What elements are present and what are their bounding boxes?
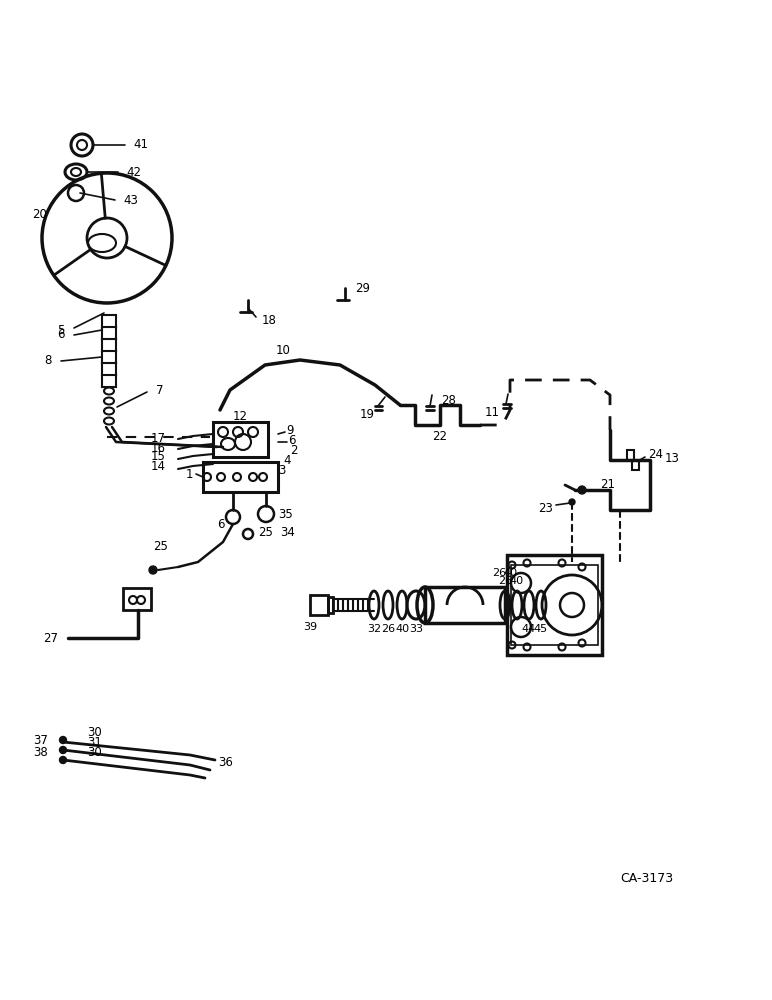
Text: 12: 12 [232, 410, 248, 424]
Text: 14: 14 [151, 460, 166, 473]
Text: 8: 8 [45, 355, 52, 367]
Text: 38: 38 [33, 746, 48, 758]
Text: 16: 16 [151, 442, 166, 454]
Circle shape [569, 499, 575, 505]
Circle shape [578, 486, 586, 494]
Text: 5: 5 [58, 324, 65, 336]
Text: 18: 18 [262, 314, 277, 326]
Text: 1: 1 [185, 468, 193, 481]
Text: 33: 33 [409, 624, 423, 634]
Text: 7: 7 [156, 384, 164, 397]
Text: 39: 39 [303, 622, 317, 632]
Text: 20: 20 [32, 209, 47, 222]
Text: 22: 22 [432, 430, 448, 444]
Text: 40: 40 [395, 624, 409, 634]
Text: 34: 34 [280, 526, 295, 538]
Bar [507, 555, 602, 655]
Text: 13: 13 [665, 452, 680, 464]
Text: 28: 28 [441, 393, 456, 406]
Text: 26: 26 [492, 568, 506, 578]
Text: 40: 40 [510, 576, 524, 586]
Bar [632, 460, 639, 470]
Text: 42: 42 [126, 165, 141, 178]
Bar [213, 422, 268, 457]
Text: 37: 37 [33, 734, 48, 748]
Text: 19: 19 [360, 408, 375, 422]
Circle shape [59, 756, 66, 764]
Text: 29: 29 [355, 282, 370, 294]
Text: 41: 41 [133, 138, 148, 151]
Text: 10: 10 [276, 344, 290, 357]
Bar [425, 587, 505, 623]
Text: 17: 17 [151, 432, 166, 446]
Text: 21: 21 [600, 479, 615, 491]
Text: 31: 31 [87, 736, 103, 748]
Text: 9: 9 [286, 424, 293, 436]
Text: 24: 24 [648, 448, 663, 462]
Text: 3: 3 [278, 464, 286, 477]
Text: 4: 4 [283, 454, 290, 466]
Text: 23: 23 [538, 502, 553, 514]
Circle shape [59, 736, 66, 744]
Circle shape [149, 566, 157, 574]
Text: 40: 40 [504, 568, 518, 578]
Bar [511, 565, 598, 645]
Text: 32: 32 [367, 624, 381, 634]
Text: 25: 25 [153, 540, 168, 554]
Text: 44: 44 [522, 624, 536, 634]
Text: 26: 26 [381, 624, 395, 634]
Bar [203, 462, 278, 492]
Text: 35: 35 [278, 508, 293, 520]
Circle shape [59, 746, 66, 754]
Text: 36: 36 [218, 756, 233, 770]
Text: 6: 6 [288, 434, 296, 446]
Text: 6: 6 [217, 518, 225, 532]
Text: 2: 2 [290, 444, 297, 456]
Text: 15: 15 [151, 450, 166, 464]
Bar [310, 595, 328, 615]
Text: 11: 11 [485, 406, 500, 420]
Bar [627, 450, 634, 460]
Text: 30: 30 [88, 746, 103, 758]
Text: 30: 30 [88, 726, 103, 738]
Bar [328, 597, 333, 613]
Text: 25: 25 [258, 526, 273, 538]
Text: 43: 43 [123, 194, 138, 208]
Text: 26: 26 [498, 576, 512, 586]
Text: 27: 27 [43, 632, 58, 645]
Text: CA-3173: CA-3173 [620, 871, 673, 884]
Text: 45: 45 [534, 624, 548, 634]
Bar [123, 588, 151, 610]
Text: 6: 6 [57, 328, 65, 342]
